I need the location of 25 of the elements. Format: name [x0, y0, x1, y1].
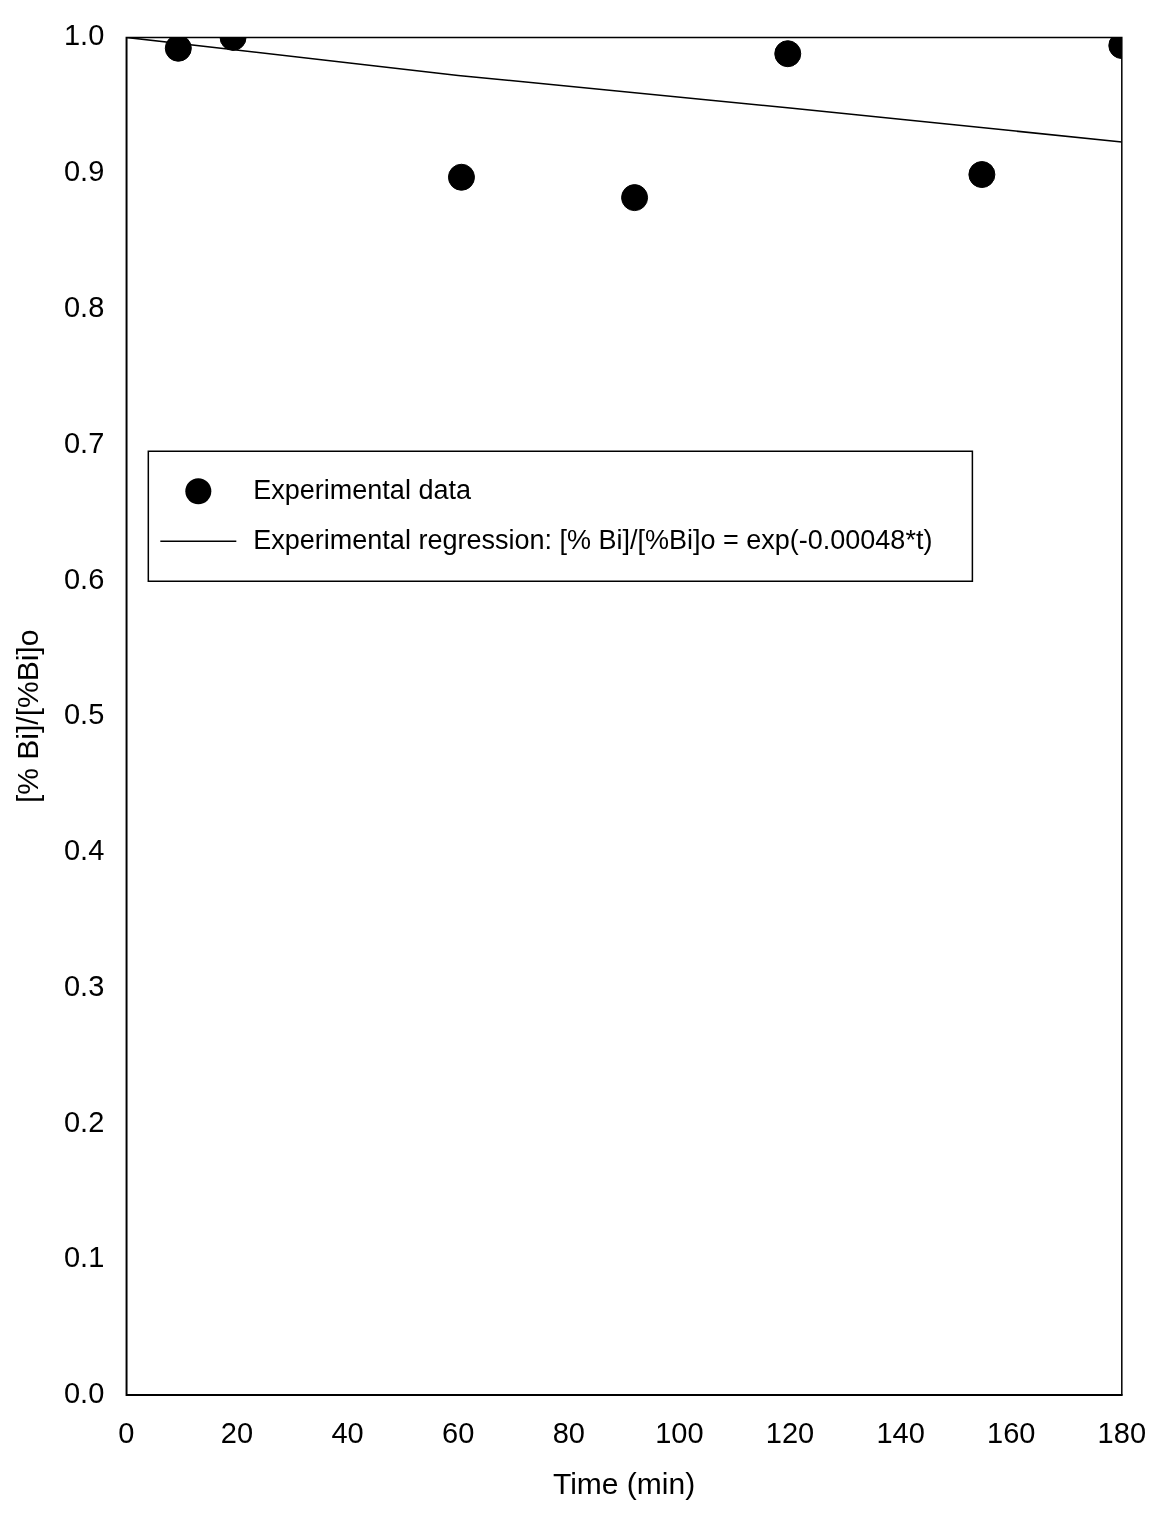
legend-label: Experimental data — [253, 474, 472, 505]
x-tick-label: 180 — [1097, 1416, 1146, 1449]
y-tick-label: 0.7 — [63, 426, 105, 459]
y-tick-label: 1.0 — [63, 19, 105, 52]
x-tick-label: 40 — [331, 1416, 364, 1449]
y-tick-label: 0.8 — [63, 290, 105, 323]
y-tick-label: 0.5 — [63, 698, 105, 731]
legend-label: Experimental regression: [% Bi]/[%Bi]o = exp(-0.00048*t) — [253, 524, 933, 555]
y-tick-label: 0.1 — [63, 1241, 105, 1274]
x-tick-label: 60 — [442, 1416, 475, 1449]
x-tick-label: 160 — [987, 1416, 1036, 1449]
y-tick-label: 0.3 — [63, 969, 105, 1002]
x-tick-label: 120 — [765, 1416, 815, 1449]
y-tick-label: 0.0 — [63, 1377, 105, 1410]
y-tick-label: 0.4 — [63, 834, 105, 867]
x-tick-label: 80 — [552, 1416, 585, 1449]
y-axis-title: [% Bi]/[%Bi]o — [11, 629, 45, 803]
x-axis-title: Time (min) — [552, 1467, 696, 1501]
x-tick-label: 20 — [220, 1416, 254, 1449]
x-tick-label: 140 — [876, 1416, 925, 1449]
y-tick-label: 0.9 — [63, 155, 105, 188]
y-tick-label: 0.2 — [63, 1105, 105, 1138]
x-tick-label: 100 — [655, 1416, 704, 1449]
y-tick-label: 0.6 — [63, 562, 105, 595]
x-tick-label: 0 — [118, 1416, 135, 1449]
